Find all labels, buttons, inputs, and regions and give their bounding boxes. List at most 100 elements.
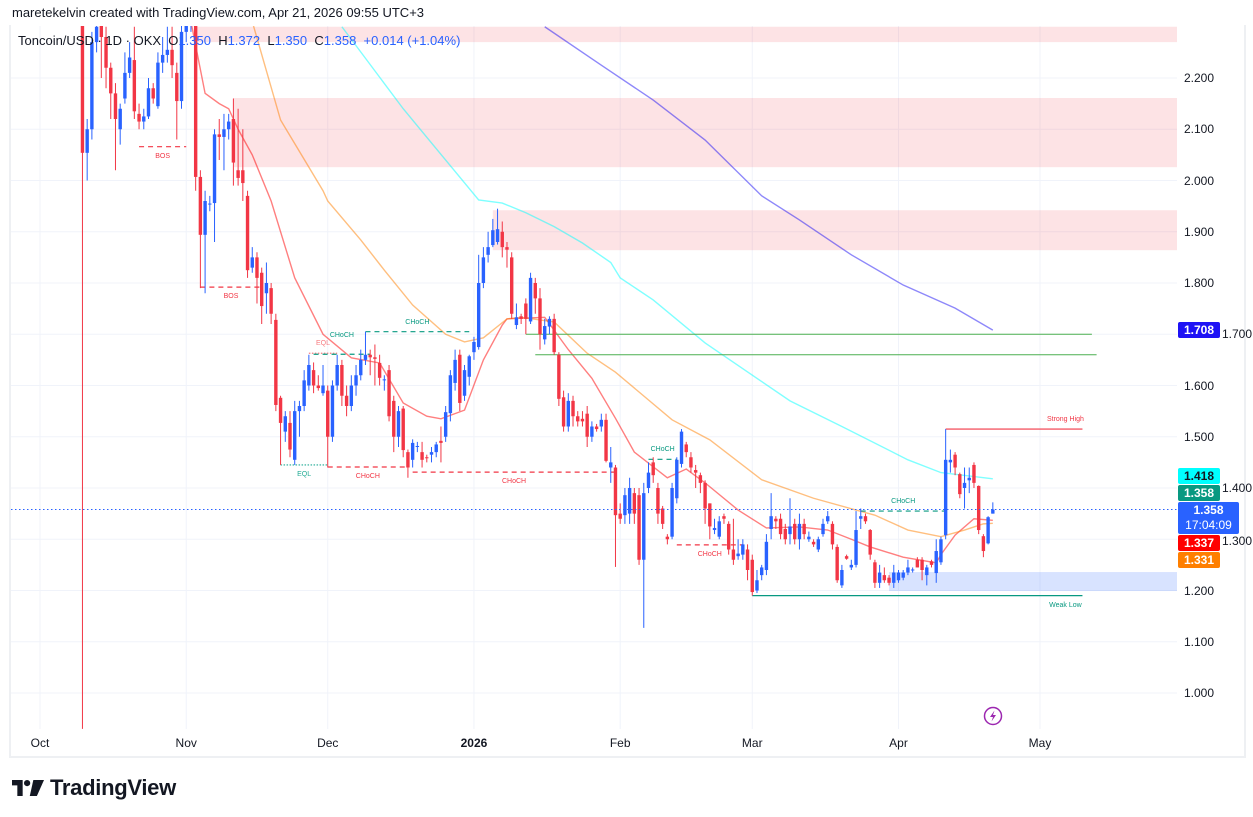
candle-body: [226, 121, 231, 130]
candle-body: [330, 385, 335, 437]
lightning-icon[interactable]: [983, 706, 1003, 731]
candle-body: [425, 457, 429, 459]
candle-body: [340, 365, 344, 396]
candle: [434, 441, 438, 458]
candle-body: [420, 452, 424, 460]
candle-body: [259, 272, 264, 307]
candle: [585, 406, 589, 447]
candle: [316, 375, 321, 391]
candle-body: [359, 359, 363, 376]
candle-body: [726, 523, 731, 550]
candle-body: [307, 365, 311, 386]
candle: [80, 26, 85, 729]
candle: [934, 539, 938, 583]
candle-body: [684, 444, 688, 453]
candle: [274, 313, 278, 412]
candle: [481, 247, 486, 289]
candle-body: [500, 231, 504, 248]
candle: [509, 252, 514, 319]
candle: [901, 570, 905, 581]
price-label-value: 1.331: [1183, 553, 1215, 567]
price-label-value: 1.418: [1183, 469, 1215, 483]
candle-body: [250, 257, 254, 268]
candle-body: [90, 42, 94, 130]
candle-body: [231, 119, 236, 163]
candle-body: [326, 390, 330, 437]
candle: [684, 441, 688, 458]
candle-body: [991, 509, 995, 514]
candle-body: [745, 549, 750, 570]
candle: [807, 531, 811, 542]
candle: [453, 349, 457, 391]
time-axis-tick: 2026: [460, 736, 488, 750]
price-axis-tick: 1.300: [1222, 534, 1253, 549]
candle: [802, 518, 806, 540]
candle-body: [939, 539, 943, 563]
candle: [642, 482, 646, 628]
symbol-info[interactable]: Toncoin/USD · 1D · OKX: [18, 33, 162, 48]
candle: [637, 488, 641, 565]
candle-body: [335, 365, 339, 386]
candle-body: [410, 442, 415, 460]
candle: [311, 362, 316, 394]
candle-body: [406, 452, 410, 468]
candle-body: [316, 385, 321, 389]
tradingview-logo[interactable]: TradingView: [12, 775, 176, 801]
candle-body: [665, 536, 670, 540]
candle: [811, 539, 816, 547]
chart-frame: [9, 25, 1246, 758]
time-axis-tick: Nov: [175, 736, 197, 750]
candle: [736, 539, 740, 560]
candle-body: [179, 31, 184, 102]
price-axis-tick: 1.900: [1184, 224, 1215, 239]
candle: [387, 365, 391, 422]
candle: [991, 502, 995, 514]
candle: [703, 480, 707, 524]
structure-label: BOS: [155, 152, 171, 160]
candle-body: [750, 559, 754, 593]
candle-body: [241, 170, 245, 184]
candle-body: [543, 326, 547, 340]
candle: [448, 370, 453, 422]
symbol-legend: Toncoin/USD · 1D · OKX O1.350 H1.372 L1.…: [18, 33, 460, 48]
candle-body: [533, 283, 537, 299]
candle-body: [910, 569, 915, 571]
structure-label: EQL: [316, 340, 331, 348]
candle-body: [109, 67, 113, 94]
structure-label: CHoCH: [501, 478, 527, 486]
candle-body: [660, 508, 665, 524]
high-value: 1.372: [227, 33, 261, 48]
price-label-value: 1.358: [1193, 503, 1224, 517]
candle: [118, 103, 122, 145]
price-axis-tick: 1.000: [1184, 686, 1215, 700]
candle: [472, 336, 476, 360]
candle: [981, 534, 986, 558]
structure-label: CHoCH: [891, 498, 916, 506]
time-axis-tick: Oct: [30, 736, 50, 750]
candle-body: [505, 247, 509, 250]
candle-body: [844, 556, 849, 559]
candle-body: [646, 472, 651, 488]
candle: [85, 119, 89, 181]
structure-label: CHoCH: [697, 550, 722, 558]
candle: [783, 523, 787, 545]
candle: [547, 316, 552, 335]
candle: [410, 439, 415, 468]
candle: [821, 518, 825, 537]
candle-body: [453, 359, 457, 383]
candle-body: [396, 411, 401, 437]
candle: [245, 190, 250, 278]
candle: [797, 513, 802, 550]
candle-body: [156, 62, 160, 107]
candle-body: [972, 464, 976, 483]
candle: [283, 411, 287, 442]
candle: [590, 421, 594, 442]
candle-body: [712, 527, 717, 531]
candle: [259, 267, 264, 324]
candle-body: [467, 356, 471, 377]
candle: [698, 472, 703, 494]
candle-body: [821, 523, 825, 535]
candle-body: [962, 482, 967, 488]
candle: [859, 508, 863, 529]
